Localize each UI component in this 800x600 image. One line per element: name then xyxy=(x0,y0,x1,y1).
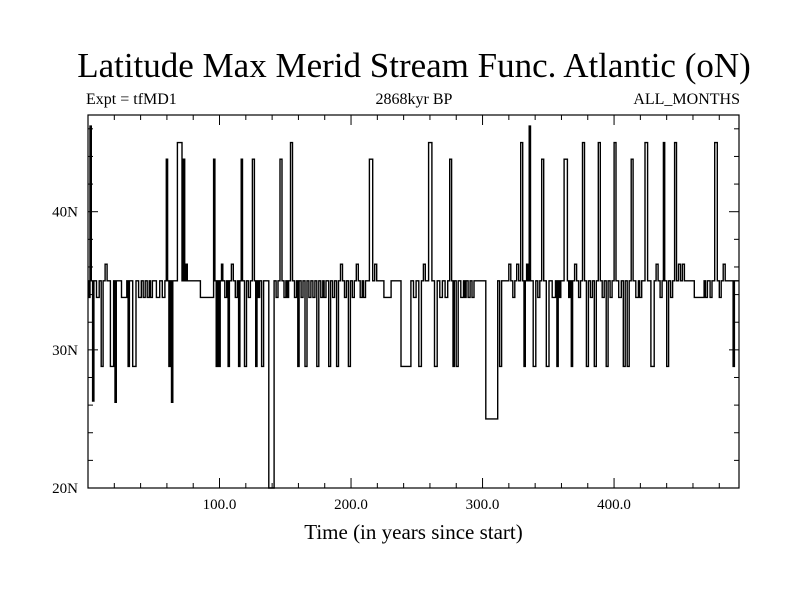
y-tick-label: 40N xyxy=(52,205,78,221)
months-label: ALL_MONTHS xyxy=(633,91,740,108)
y-tick-label: 20N xyxy=(52,481,78,497)
x-tick-label: 200.0 xyxy=(334,497,368,513)
x-tick-label: 300.0 xyxy=(466,497,500,513)
x-tick-label: 100.0 xyxy=(203,497,237,513)
chart-title: Latitude Max Merid Stream Func. Atlantic… xyxy=(77,46,751,85)
series-line xyxy=(88,125,739,489)
plot-frame xyxy=(87,114,740,489)
period-label: 2868kyr BP xyxy=(375,91,453,108)
x-axis-title: Time (in years since start) xyxy=(304,520,523,544)
x-tick-label: 400.0 xyxy=(597,497,631,513)
y-tick-label: 30N xyxy=(52,343,78,359)
experiment-label: Expt = tfMD1 xyxy=(86,91,177,108)
